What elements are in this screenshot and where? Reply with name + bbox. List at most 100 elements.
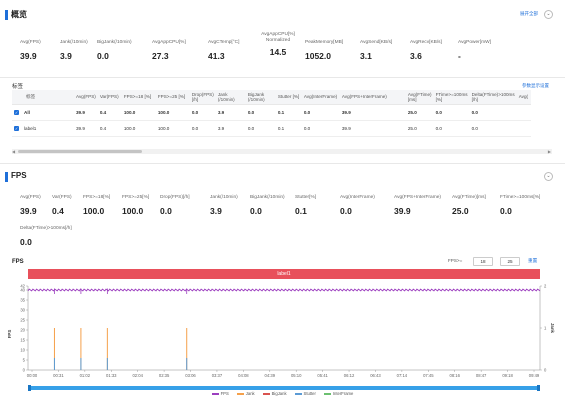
metric-label: Var(FPS) — [52, 195, 72, 200]
fps-metric: Avg(FPS+InterFrame) 39.9 — [394, 195, 441, 216]
metric-value: 100.0 — [122, 206, 144, 216]
legend-item[interactable]: FPS — [211, 391, 229, 396]
overview-metric: AvgRecv[KB/s] 3.6 — [410, 40, 442, 61]
legend-item[interactable]: Jank — [236, 391, 255, 396]
metric-value: 0.0 — [500, 206, 512, 216]
table-header-cell[interactable]: BigJank (/10min) — [245, 90, 276, 105]
legend-swatch — [323, 392, 331, 395]
metric-label: AvgAppCPU[%] — [152, 40, 186, 45]
row-checkbox[interactable]: ✓ — [14, 109, 19, 115]
scrollbar-thumb[interactable] — [18, 150, 142, 153]
x-tick-label: 01:33 — [106, 373, 117, 378]
x-tick-label: 08:16 — [449, 373, 460, 378]
fps-threshold-input-1[interactable]: 18 — [473, 257, 493, 266]
overview-metric: Avg(FPS) 39.9 — [20, 40, 41, 61]
metric-label: Avg(InterFrame) — [340, 195, 375, 200]
range-handle-left[interactable] — [28, 385, 31, 391]
metric-label: FPS>=18[%] — [83, 195, 111, 200]
legend-item[interactable]: InterFrame — [323, 391, 353, 396]
table-cell — [516, 120, 531, 137]
metric-value: 0.4 — [52, 206, 64, 216]
metric-label: BigJank(/10min) — [97, 40, 132, 45]
table-cell: 3.9 — [215, 104, 246, 121]
reset-link[interactable]: 重置 — [528, 258, 538, 263]
table-cell: 39.9 — [74, 120, 98, 137]
fps-metric: Drop(FPS)[/h] 0.0 — [160, 195, 190, 216]
table-header-cell[interactable]: Avg( — [516, 90, 531, 105]
table-cell: 39.9 — [74, 104, 98, 121]
table-header-cell[interactable]: 标签 — [12, 90, 74, 105]
table-header-cell[interactable]: FPS>=25 [%] — [155, 90, 190, 105]
collapse-fps-icon[interactable]: ⌄ — [544, 172, 553, 181]
metric-label: AvgRecv[KB/s] — [410, 40, 442, 45]
scroll-right-icon[interactable]: ▶ — [547, 149, 551, 154]
fps-metric: FTime>=100ms[%] 0.0 — [500, 195, 540, 216]
legend-item[interactable]: Stutter — [294, 391, 316, 396]
x-tick-label: 02:35 — [159, 373, 170, 378]
metric-label: Stutter[%] — [295, 195, 317, 200]
table-header-cell[interactable]: Delta(FTime)>100ms [/h] — [469, 90, 517, 105]
tags-table: 标签 Avg(FPS) Var(FPS) FPS>=18 [%] FPS>=25 [%]… — [12, 90, 531, 137]
label-band[interactable]: label1 — [28, 269, 540, 279]
fps-metric-delta-ftime: Delta(FTime)>100ms[/h] 0.0 — [20, 226, 72, 247]
table-cell — [516, 104, 531, 121]
table-header-cell[interactable]: FTime>=100ms [%] — [433, 90, 470, 105]
table-cell: 100.0 — [155, 104, 190, 121]
metric-label: Avg(FTime)[ms] — [452, 195, 486, 200]
overview-metric: PeakMemory[MB] 1052.0 — [305, 40, 343, 61]
fps-threshold-input-2[interactable]: 25 — [500, 257, 520, 266]
table-header-cell[interactable]: Var(FPS) — [97, 90, 122, 105]
table-header-cell[interactable]: Avg(FPS) — [74, 90, 98, 105]
overview-metric: AvgPower[mW] - — [458, 40, 491, 61]
table-header-cell[interactable]: Avg(FPS+InterFrame) — [339, 90, 406, 105]
expand-all-link[interactable]: 展开全部 — [520, 11, 538, 16]
legend-swatch — [236, 392, 244, 395]
metric-label: PeakMemory[MB] — [305, 40, 344, 45]
fps-section-title: FPS — [11, 171, 27, 180]
table-cell: 100.0 — [121, 120, 156, 137]
tags-label: 标签 — [12, 84, 24, 90]
overview-metric: BigJank(/10min) 0.0 — [97, 40, 132, 61]
x-tick-label: 08:47 — [476, 373, 487, 378]
overview-metric: Jank(/10min) 3.9 — [60, 40, 88, 61]
table-row[interactable]: ✓ All 39.9 0.4 100.0 100.0 0.0 3.9 0.0 0.1 0.0 39.9… — [12, 104, 531, 121]
fps-metric: FPS>=25[%] 100.0 — [122, 195, 149, 216]
section-accent — [5, 10, 8, 20]
table-header-cell[interactable]: Avg(FTime) [ms] — [405, 90, 434, 105]
metric-label: Delta(FTime)>100ms[/h] — [20, 226, 72, 231]
row-name: All — [24, 109, 30, 115]
table-header-cell[interactable]: Jank (/10min) — [215, 90, 246, 105]
metric-value: 3.1 — [360, 51, 372, 61]
y-axis-label-left: FPS — [7, 330, 12, 339]
x-tick-label: 03:37 — [212, 373, 223, 378]
table-row[interactable]: ✓ label1 39.9 0.4 100.0 100.0 0.0 3.9 0.0 0.1 0.0 3… — [12, 120, 531, 137]
time-range-slider[interactable] — [28, 385, 540, 391]
table-header-cell[interactable]: Drop(FPS) [/h] — [189, 90, 216, 105]
metric-value: 0.0 — [97, 51, 109, 61]
row-name: label1 — [24, 125, 37, 131]
metric-value: 0.0 — [20, 237, 32, 247]
table-header-cell[interactable]: Stutter [%] — [275, 90, 302, 105]
table-header-cell[interactable]: Avg(InterFrame) — [301, 90, 340, 105]
legend-label: Stutter — [303, 391, 316, 396]
y-tick-label: 15 — [20, 338, 25, 343]
table-cell: 0.1 — [275, 120, 302, 137]
param-settings-link[interactable]: 参数显示设置 — [522, 83, 549, 88]
fps-header: FPS ⌄ — [0, 170, 565, 184]
x-tick-label: 07:45 — [423, 373, 434, 378]
collapse-overview-icon[interactable]: ⌄ — [544, 10, 553, 19]
table-horizontal-scrollbar[interactable]: ◀ ▶ — [12, 149, 552, 154]
metric-value: 0.0 — [160, 206, 172, 216]
overview-metric: AvgCTemp[°C] 41.3 — [208, 40, 239, 61]
row-checkbox[interactable]: ✓ — [14, 125, 19, 131]
table-header-cell[interactable]: FPS>=18 [%] — [121, 90, 156, 105]
legend-item[interactable]: BigJank — [262, 391, 287, 396]
scroll-left-icon[interactable]: ◀ — [12, 149, 16, 154]
x-tick-label: 05:41 — [317, 373, 328, 378]
range-handle-right[interactable] — [537, 385, 540, 391]
metric-value: 100.0 — [83, 206, 105, 216]
table-cell: 0.0 — [189, 120, 216, 137]
x-tick-label: 09:18 — [502, 373, 513, 378]
y-tick-label: 20 — [20, 328, 25, 333]
